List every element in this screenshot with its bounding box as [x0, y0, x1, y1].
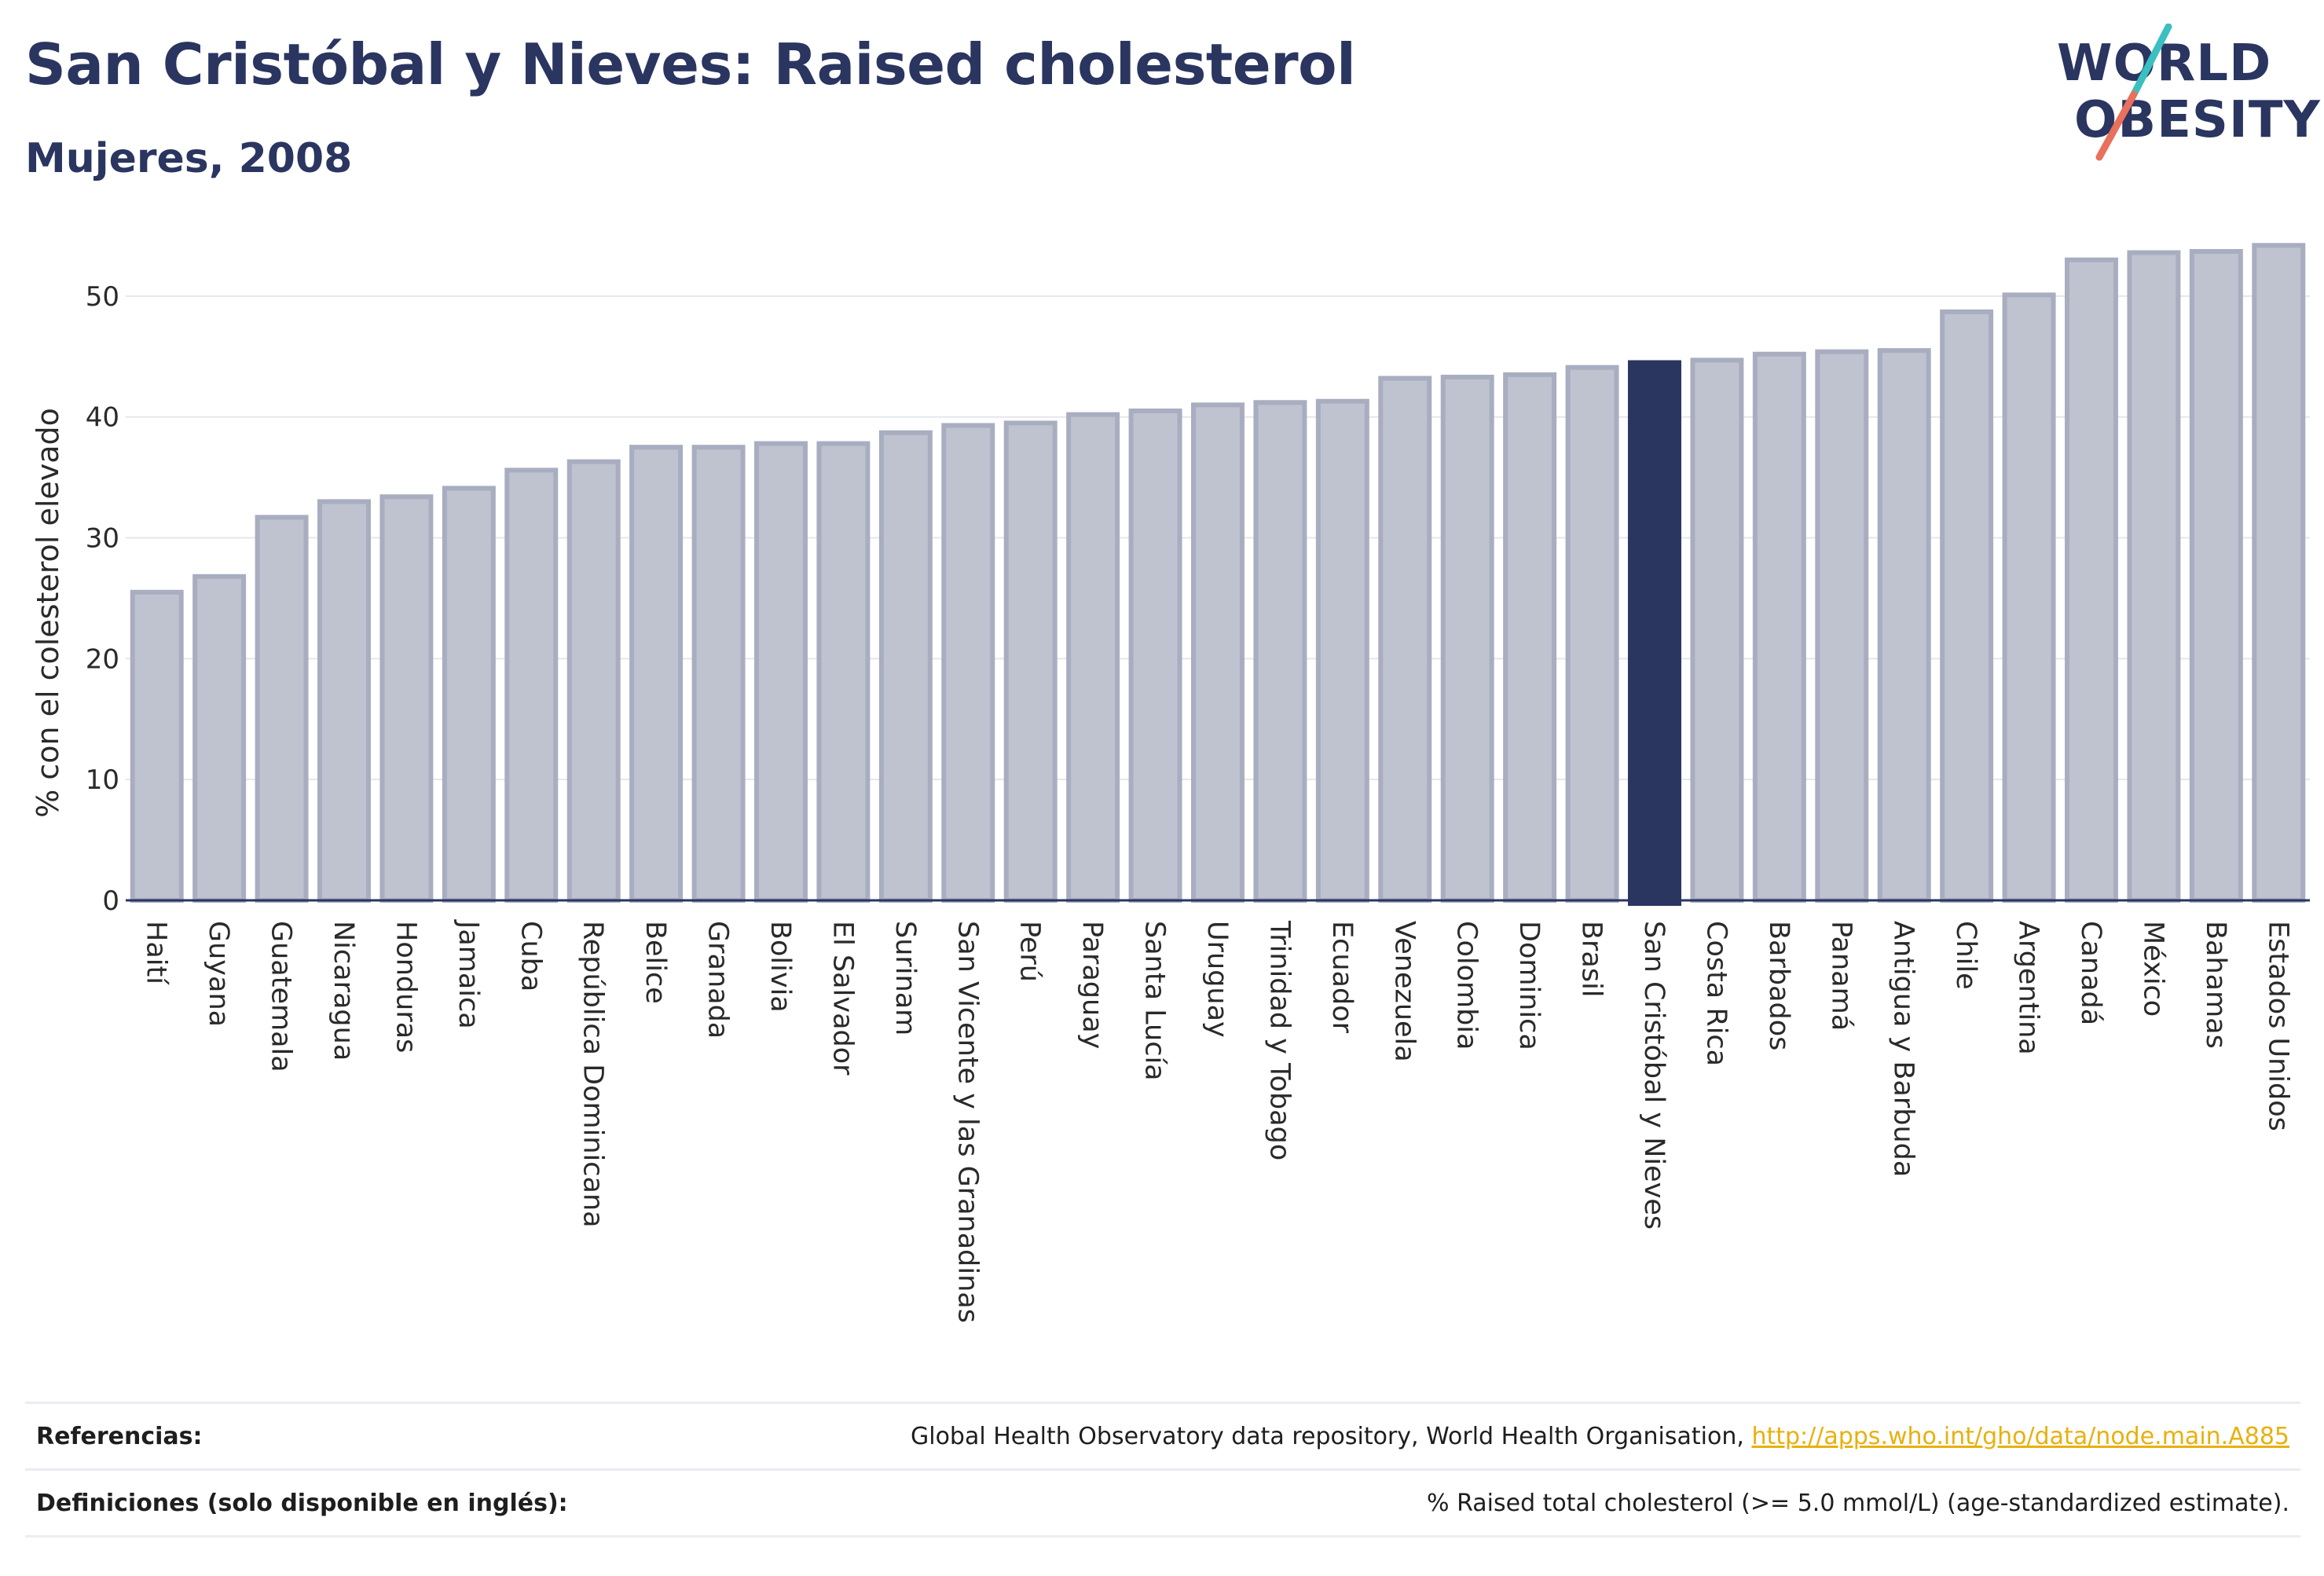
bar	[1815, 349, 1869, 903]
references-row: Referencias: Global Health Observatory d…	[25, 1402, 2300, 1468]
x-category-label: El Salvador	[827, 921, 858, 1076]
x-category-label: Argentina	[2013, 921, 2044, 1055]
references-link[interactable]: http://apps.who.int/gho/data/node.main.A…	[1751, 1422, 2289, 1450]
chart-title: San Cristóbal y Nieves: Raised cholester…	[25, 31, 1356, 97]
bar	[2252, 243, 2306, 903]
y-tick-label: 40	[86, 402, 119, 434]
x-category-label: Guyana	[203, 921, 234, 1027]
bar	[1066, 412, 1120, 903]
x-category-label: Uruguay	[1201, 921, 1233, 1038]
x-category-label: San Cristóbal y Nieves	[1638, 921, 1670, 1230]
x-category-label: Honduras	[390, 921, 421, 1053]
x-category-label: México	[2137, 921, 2168, 1017]
footer: Referencias: Global Health Observatory d…	[25, 1402, 2300, 1538]
x-category-label: San Vicente y las Granadinas	[951, 921, 983, 1323]
bar	[2065, 257, 2118, 903]
bar	[1440, 374, 1494, 903]
x-category-label: Barbados	[1763, 921, 1794, 1050]
bar	[1503, 372, 1557, 903]
x-category-label: Costa Rica	[1700, 921, 1732, 1066]
bar	[1940, 309, 1994, 903]
bar	[878, 430, 933, 903]
chart-subtitle: Mujeres, 2008	[25, 135, 353, 182]
x-category-label: Dominica	[1513, 921, 1545, 1050]
bar	[1628, 360, 1681, 906]
bar	[2002, 292, 2056, 903]
references-label: Referencias:	[36, 1422, 203, 1450]
y-axis-label: % con el colesterol elevado	[31, 408, 65, 818]
logo-word-obesity: OBESITY	[2074, 91, 2321, 149]
bar	[317, 499, 371, 903]
x-category-label: Granada	[702, 921, 734, 1039]
definitions-label: Definiciones (solo disponible en inglés)…	[36, 1489, 568, 1517]
bar	[1690, 357, 1744, 903]
y-tick-label: 0	[102, 885, 119, 917]
bar	[1378, 376, 1432, 903]
bar	[2127, 250, 2181, 903]
bar	[192, 574, 247, 903]
bars	[130, 243, 2306, 906]
bar	[566, 459, 621, 903]
y-tick-label: 30	[86, 523, 119, 555]
x-category-label: Trinidad y Tobago	[1263, 920, 1295, 1160]
bar	[255, 515, 309, 903]
x-category-label: Belice	[640, 921, 671, 1004]
x-category-label: Bolivia	[764, 921, 796, 1013]
bar	[1565, 365, 1619, 903]
bar	[1253, 400, 1307, 903]
world-obesity-logo: WORLD OBESITY	[2043, 24, 2320, 165]
bar	[816, 441, 871, 903]
y-tick-label: 50	[86, 281, 119, 313]
x-category-label: Estados Unidos	[2262, 921, 2293, 1131]
bar	[379, 494, 434, 903]
x-category-label: Cuba	[515, 921, 546, 991]
logo-word-world: WORLD	[2057, 35, 2272, 93]
bar	[2189, 248, 2243, 903]
bar	[629, 445, 684, 903]
y-tick-label: 20	[86, 643, 119, 675]
y-tick-label: 10	[86, 764, 119, 796]
bar	[1315, 398, 1369, 903]
references-text: Global Health Observatory data repositor…	[911, 1422, 1744, 1450]
x-category-label: Haití	[141, 921, 172, 985]
x-category-label: Jamaica	[453, 919, 484, 1029]
bar-chart: 0 10 20 30 40 50 Haití Guyana Guatemala Nicaragu…	[31, 243, 2310, 1323]
bar	[504, 467, 559, 903]
x-category-label: Antigua y Barbuda	[1888, 921, 1919, 1177]
bar	[442, 486, 496, 903]
bar	[1752, 351, 1806, 903]
x-category-label: República Dominicana	[577, 921, 609, 1228]
bar	[1003, 420, 1058, 903]
x-category-label: Bahamas	[2200, 921, 2231, 1049]
x-category-label: Paraguay	[1076, 921, 1108, 1049]
x-category-label: Ecuador	[1326, 921, 1358, 1034]
logo-slash-icon	[2095, 24, 2172, 161]
x-category-label: Chile	[1950, 921, 1981, 990]
bar	[941, 423, 995, 903]
x-category-label: Santa Lucía	[1139, 921, 1171, 1081]
x-category-label: Perú	[1014, 921, 1046, 982]
x-category-label: Canadá	[2075, 921, 2106, 1025]
definitions-text: % Raised total cholesterol (>= 5.0 mmol/…	[1427, 1489, 2289, 1517]
references-value: Global Health Observatory data repositor…	[911, 1423, 2300, 1450]
x-category-label: Colombia	[1451, 921, 1483, 1050]
bar	[691, 445, 746, 903]
x-category-label: Venezuela	[1388, 921, 1420, 1062]
bar	[1877, 348, 1931, 903]
y-tick-labels: 0 10 20 30 40 50	[86, 281, 119, 917]
x-category-labels: Haití Guyana Guatemala Nicaragua Honduras Jam…	[141, 919, 2294, 1323]
bar	[1191, 402, 1244, 903]
bar	[130, 589, 184, 903]
x-category-label: Brasil	[1576, 921, 1607, 998]
x-category-label: Nicaragua	[328, 921, 359, 1061]
bar	[1128, 409, 1182, 903]
x-category-label: Surinam	[889, 921, 921, 1035]
x-category-label: Panamá	[1825, 921, 1857, 1031]
bar	[754, 441, 808, 903]
definitions-row: Definiciones (solo disponible en inglés)…	[25, 1468, 2300, 1538]
x-category-label: Guatemala	[266, 921, 297, 1072]
